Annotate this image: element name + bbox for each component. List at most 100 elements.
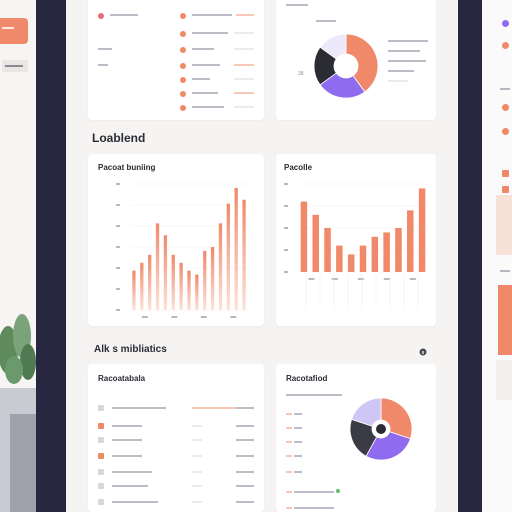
table-row[interactable]: [98, 468, 258, 476]
bar-chart-1: [116, 183, 248, 318]
dot-icon: [180, 13, 186, 19]
x-tick-label: [308, 278, 315, 280]
bar[interactable]: [347, 254, 355, 272]
x-tick-label: [357, 278, 364, 280]
bar[interactable]: [155, 223, 160, 310]
bar[interactable]: [371, 236, 379, 272]
right-strip: [496, 195, 512, 255]
pie-slice[interactable]: [380, 397, 413, 440]
status-icon: [502, 186, 509, 193]
table-row[interactable]: [98, 404, 258, 412]
y-tick-label: [284, 271, 288, 273]
status-icon: [502, 128, 509, 135]
bar[interactable]: [324, 228, 331, 272]
bar[interactable]: [218, 223, 223, 310]
left-nav-pill[interactable]: [0, 18, 28, 44]
bar[interactable]: [300, 201, 308, 272]
dot-icon: [180, 31, 186, 37]
bar[interactable]: [226, 203, 230, 310]
dashboard-main: 38 Loablend Pacoat buniing Pacolle Alk s…: [66, 0, 458, 512]
bar[interactable]: [195, 274, 199, 310]
y-tick-label: [116, 204, 120, 206]
bar[interactable]: [336, 245, 343, 272]
pie-slice[interactable]: [345, 34, 379, 93]
table-row[interactable]: [98, 498, 258, 506]
y-tick-label: [116, 183, 120, 185]
list-item[interactable]: [98, 90, 258, 98]
list-card-title: Racoatabala: [98, 374, 146, 383]
legend-row[interactable]: [286, 424, 346, 432]
legend-row[interactable]: [286, 410, 346, 418]
x-tick-label: [331, 278, 338, 280]
info-icon[interactable]: [419, 348, 427, 356]
legend-row[interactable]: [286, 468, 346, 476]
list-item[interactable]: [98, 30, 258, 38]
bar[interactable]: [234, 187, 238, 310]
y-tick-label: [116, 225, 120, 227]
table-row[interactable]: [98, 422, 258, 430]
list-item[interactable]: [98, 104, 258, 112]
bar[interactable]: [242, 199, 246, 310]
y-tick-label: [284, 227, 288, 229]
table-row[interactable]: [98, 452, 258, 460]
legend-row[interactable]: [286, 438, 346, 446]
bar[interactable]: [132, 270, 136, 310]
y-tick-label: [116, 288, 120, 290]
avatar-icon[interactable]: [502, 20, 509, 27]
dot-icon: [180, 91, 186, 97]
donut-card-title: Racotafiod: [286, 374, 328, 383]
table-row[interactable]: [98, 436, 258, 444]
list-card: Racoatabala: [88, 364, 264, 512]
y-tick-label: [284, 249, 288, 251]
list-item[interactable]: [98, 46, 258, 54]
legend-row[interactable]: [286, 504, 346, 512]
donut-center-icon: [376, 424, 386, 434]
status-icon: [502, 170, 509, 177]
y-tick-label: [284, 205, 288, 207]
row-icon: [98, 499, 104, 505]
pie-slice[interactable]: [349, 418, 378, 457]
pie-slice[interactable]: [319, 34, 347, 60]
bar[interactable]: [418, 188, 426, 272]
pie-slice[interactable]: [351, 397, 382, 427]
bar[interactable]: [210, 247, 215, 310]
x-tick-label: [230, 316, 237, 318]
bar[interactable]: [148, 254, 152, 310]
plant-stand: [0, 388, 36, 512]
list-item[interactable]: [98, 62, 258, 70]
list-item[interactable]: [98, 76, 258, 84]
donut-chart: [349, 397, 413, 461]
monitor-frame-left: [36, 0, 66, 512]
top-list-card: [88, 0, 264, 120]
bar[interactable]: [395, 228, 402, 272]
bar-chart-1-title: Pacoat buniing: [98, 163, 156, 172]
legend-row[interactable]: [286, 452, 346, 460]
left-tag[interactable]: [2, 60, 28, 72]
row-icon: [98, 405, 104, 411]
x-tick-label: [409, 278, 416, 280]
bar[interactable]: [163, 235, 168, 310]
bar[interactable]: [383, 232, 390, 272]
table-row[interactable]: [98, 482, 258, 490]
dot-icon: [180, 105, 186, 111]
bar[interactable]: [187, 270, 191, 310]
legend-row[interactable]: [286, 488, 346, 496]
row-icon: [98, 453, 104, 459]
dot-icon: [180, 47, 186, 53]
bar[interactable]: [407, 210, 414, 272]
notification-icon[interactable]: [502, 42, 509, 49]
bar[interactable]: [140, 262, 144, 310]
status-icon: [502, 104, 509, 111]
plant-illustration: [0, 314, 36, 384]
bar[interactable]: [179, 262, 183, 310]
bar[interactable]: [203, 250, 207, 310]
row-icon: [98, 423, 104, 429]
bar[interactable]: [312, 214, 319, 272]
list-item[interactable]: [98, 12, 258, 20]
pie-slice[interactable]: [365, 431, 411, 461]
bar[interactable]: [359, 245, 367, 272]
y-tick-label: [116, 309, 120, 311]
dot-icon: [180, 63, 186, 69]
top-pie-card: 38: [276, 0, 436, 120]
bar[interactable]: [171, 254, 175, 310]
